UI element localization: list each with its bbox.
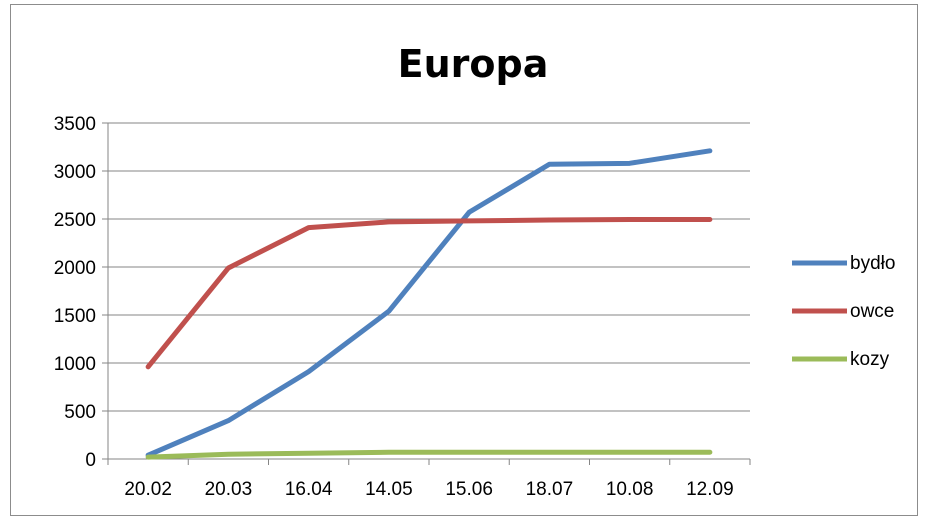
y-tick-label: 3000	[54, 162, 96, 183]
y-tick-label: 500	[64, 402, 96, 423]
chart-title: Europa	[398, 42, 549, 86]
legend-label: owce	[850, 301, 894, 322]
y-tick-labels: 0 500 1000 1500 2000 2500 3000 3500	[54, 114, 96, 471]
x-tick-label: 14.05	[365, 479, 413, 500]
x-tick-label: 15.06	[445, 479, 493, 500]
legend-label: kozy	[850, 349, 890, 370]
x-tick-label: 20.03	[205, 479, 253, 500]
series-line-kozy	[145, 449, 713, 460]
y-tick-label: 1500	[54, 306, 96, 327]
series-lines	[145, 148, 713, 460]
y-tick-label: 1000	[54, 354, 96, 375]
y-tick-label: 3500	[54, 114, 96, 135]
y-tick-label: 2500	[54, 210, 96, 231]
legend-label: bydło	[850, 253, 895, 274]
x-tick-label: 16.04	[285, 479, 333, 500]
x-tick-labels: 20.02 20.03 16.04 14.05 15.06 18.07 10.08 12.09	[124, 479, 733, 500]
gridlines	[108, 122, 750, 412]
series-line-owce	[145, 216, 713, 370]
legend: bydło owce kozy	[792, 253, 895, 370]
x-tick-label: 10.08	[606, 479, 654, 500]
axes	[102, 122, 751, 465]
series-line-bydło	[145, 148, 713, 458]
x-tick-label: 12.09	[686, 479, 734, 500]
x-tick-label: 18.07	[526, 479, 574, 500]
x-tick-label: 20.02	[124, 479, 172, 500]
y-tick-label: 2000	[54, 258, 96, 279]
chart-frame	[10, 4, 918, 516]
y-tick-label: 0	[85, 450, 96, 471]
